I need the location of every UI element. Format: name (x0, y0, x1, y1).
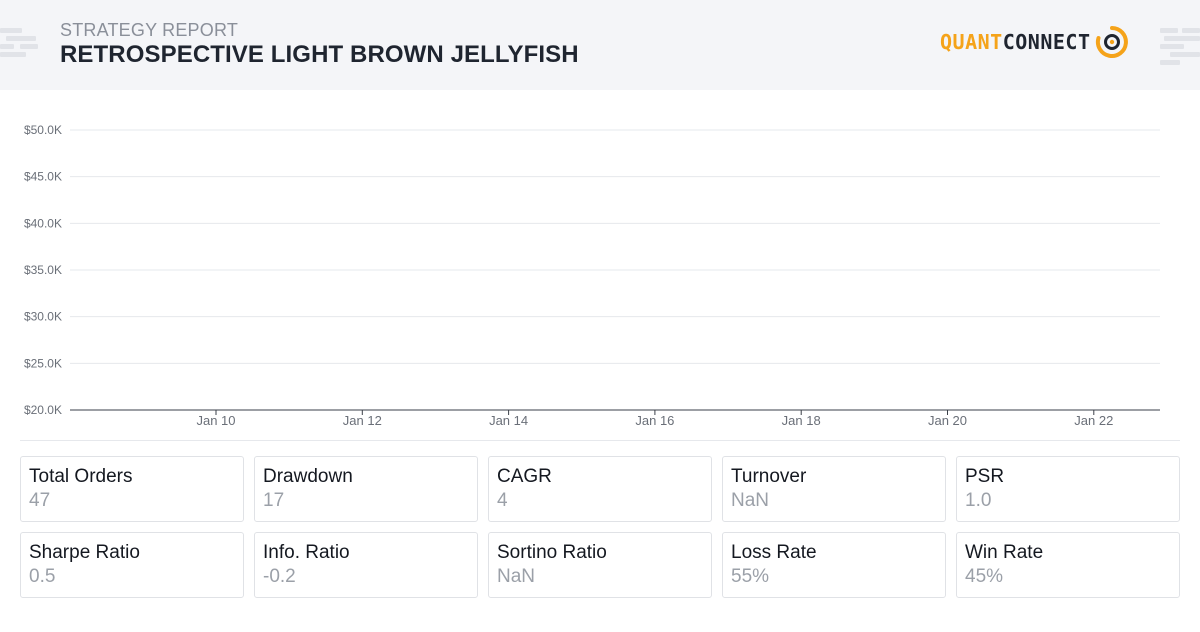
x-tick-label: Jan 16 (635, 413, 674, 428)
stat-card: Sortino Ratio NaN (488, 532, 712, 598)
strategy-title: RETROSPECTIVE LIGHT BROWN JELLYFISH (60, 41, 579, 68)
y-tick-label: $30.0K (24, 310, 62, 324)
y-tick-label: $35.0K (24, 263, 62, 277)
stat-value: -0.2 (263, 566, 296, 587)
x-tick-label: Jan 10 (196, 413, 235, 428)
quantconnect-logo-icon (1095, 26, 1128, 58)
stat-label: Total Orders (29, 466, 133, 487)
stat-label: Sharpe Ratio (29, 542, 140, 563)
logo-text-quant: QUANT (940, 30, 1003, 54)
stat-value: 1.0 (965, 490, 992, 511)
logo-text-connect: CONNECT (1002, 30, 1091, 54)
stat-label: Loss Rate (731, 542, 817, 563)
x-tick-label: Jan 22 (1074, 413, 1113, 428)
stat-value: 0.5 (29, 566, 56, 587)
stat-card: Turnover NaN (722, 456, 946, 522)
y-tick-label: $50.0K (24, 123, 62, 137)
stat-value: NaN (497, 566, 536, 587)
equity-chart-svg: $50.0K $45.0K $40.0K $35.0K $30.0K $25.0K $20.… (24, 123, 1160, 428)
y-tick-label: $45.0K (24, 170, 62, 184)
y-tick-label: $40.0K (24, 216, 62, 230)
x-tick-label: Jan 12 (343, 413, 382, 428)
stat-card: PSR 1.0 (956, 456, 1180, 522)
stat-value: 4 (497, 490, 508, 511)
report-subtitle: STRATEGY REPORT (60, 20, 239, 40)
stat-label: PSR (965, 466, 1005, 487)
x-tick-label: Jan 14 (489, 413, 528, 428)
stat-card: Win Rate 45% (956, 532, 1180, 598)
y-tick-label: $25.0K (24, 356, 62, 370)
stat-value: 47 (29, 490, 51, 511)
report-header: STRATEGY REPORT RETROSPECTIVE LIGHT BROW… (0, 0, 1200, 90)
stat-label: Turnover (731, 466, 807, 487)
x-tick-label: Jan 18 (782, 413, 821, 428)
stat-label: Drawdown (263, 466, 353, 487)
statistics-grid: Total Orders 47 Drawdown 17 CAGR 4 Turnover NaN… (20, 456, 1180, 598)
x-tick-label: Jan 20 (928, 413, 967, 428)
y-tick-label: $20.0K (24, 403, 62, 417)
chart-divider (20, 440, 1180, 441)
stat-value: 45% (965, 566, 1004, 587)
stat-value: NaN (731, 490, 770, 511)
stat-value: 55% (731, 566, 770, 587)
stat-label: Sortino Ratio (497, 542, 607, 563)
stat-label: Win Rate (965, 542, 1044, 563)
quantconnect-logo[interactable]: QUANT CONNECT (940, 24, 1129, 60)
stat-card: Loss Rate 55% (722, 532, 946, 598)
stat-card: Drawdown 17 (254, 456, 478, 522)
stat-card: Total Orders 47 (20, 456, 244, 522)
stat-label: CAGR (497, 466, 552, 487)
stat-value: 17 (263, 490, 285, 511)
stat-card: CAGR 4 (488, 456, 712, 522)
stat-card: Sharpe Ratio 0.5 (20, 532, 244, 598)
equity-chart: $50.0K $45.0K $40.0K $35.0K $30.0K $25.0K $20.… (0, 100, 1200, 440)
stat-card: Info. Ratio -0.2 (254, 532, 478, 598)
stat-label: Info. Ratio (263, 542, 350, 563)
